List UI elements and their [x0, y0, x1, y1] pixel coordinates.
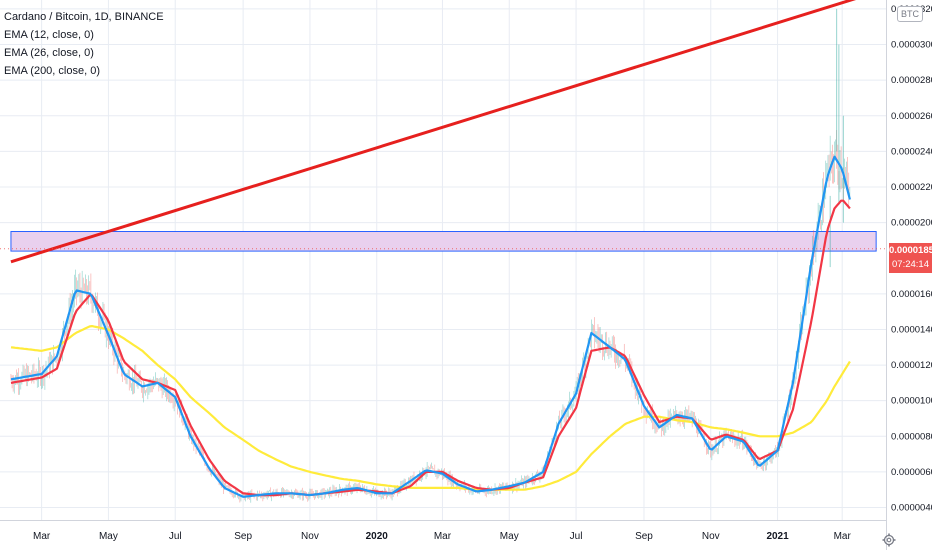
y-tick-label: 0.00001600	[891, 289, 932, 300]
x-tick-label: Jul	[169, 531, 182, 542]
x-tick-label: Mar	[834, 531, 852, 542]
ema200-line	[10, 325, 851, 491]
support-zone-rectangle[interactable]	[10, 231, 877, 252]
y-tick-label: 0.00001000	[891, 396, 932, 407]
x-tick-label: Mar	[33, 531, 51, 542]
currency-badge[interactable]: BTC	[897, 6, 923, 22]
current-price-value: 0.00001853	[889, 245, 932, 256]
x-tick-label: 2020	[366, 531, 389, 542]
x-tick-label: Nov	[702, 531, 720, 542]
y-tick-label: 0.00001200	[891, 360, 932, 371]
trendline[interactable]	[10, 0, 868, 264]
x-tick-label: Sep	[635, 531, 653, 542]
trendline-line	[10, 0, 857, 264]
ema12-line	[10, 155, 851, 498]
x-tick-label: May	[500, 531, 519, 542]
ema-lines	[10, 155, 851, 498]
y-tick-label: 0.00002600	[891, 111, 932, 122]
chart-legend: Cardano / Bitcoin, 1D, BINANCE EMA (12, …	[4, 8, 164, 80]
x-tick-label: May	[99, 531, 118, 542]
y-tick-label: 0.00000600	[891, 467, 932, 478]
current-price-label: 0.00001853 07:24:14	[889, 243, 932, 273]
x-tick-label: Sep	[234, 531, 252, 542]
y-tick-label: 0.00000400	[891, 503, 932, 514]
x-tick-label: Nov	[301, 531, 319, 542]
ema12-legend: EMA (12, close, 0)	[4, 29, 94, 41]
bar-countdown: 07:24:14	[892, 259, 929, 270]
y-tick-label: 0.00002200	[891, 182, 932, 193]
y-tick-label: 0.00001400	[891, 324, 932, 335]
x-tick-label: Mar	[434, 531, 452, 542]
symbol-title: Cardano / Bitcoin, 1D, BINANCE	[4, 11, 164, 23]
settings-gear-icon[interactable]	[882, 533, 896, 547]
y-tick-label: 0.00000800	[891, 431, 932, 442]
ema26-legend: EMA (26, close, 0)	[4, 47, 94, 59]
y-tick-label: 0.00002800	[891, 75, 932, 86]
ema200-legend: EMA (200, close, 0)	[4, 65, 100, 77]
x-tick-label: 2021	[766, 531, 789, 542]
x-tick-label: Jul	[570, 531, 583, 542]
y-tick-label: 0.00003000	[891, 40, 932, 51]
y-tick-label: 0.00002000	[891, 218, 932, 229]
y-tick-label: 0.00002400	[891, 146, 932, 157]
zone-rect	[10, 231, 877, 252]
